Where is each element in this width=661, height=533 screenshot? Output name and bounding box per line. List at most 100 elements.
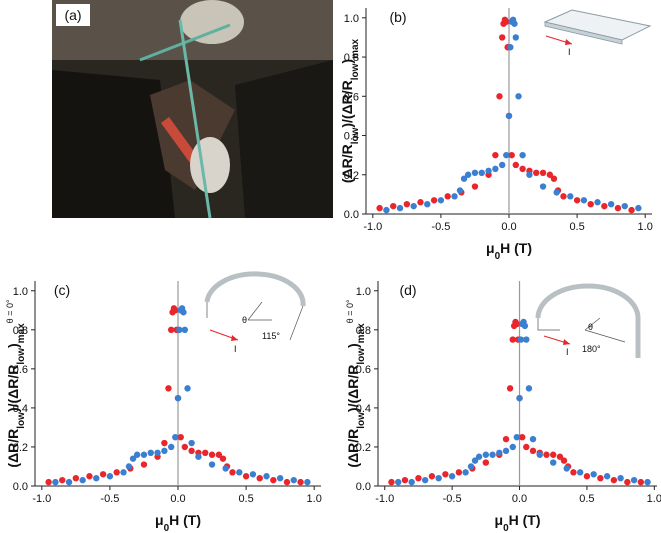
- data-point: [492, 151, 499, 159]
- data-point: [550, 459, 557, 466]
- data-point: [444, 193, 451, 200]
- data-point: [590, 471, 597, 478]
- data-point: [222, 465, 229, 472]
- x-tick-label: 0.5: [569, 221, 584, 233]
- data-point: [492, 165, 499, 173]
- y-tick-label: 0.4: [13, 403, 28, 415]
- data-point: [603, 473, 611, 480]
- data-point: [417, 199, 424, 206]
- data-point: [376, 204, 383, 212]
- label-part: θ = 0°: [345, 299, 355, 323]
- y-axis-label: (ΔR/Rlow)/(ΔR/Rlow)maxθ = 0°: [5, 299, 27, 468]
- data-point: [573, 197, 581, 204]
- data-point: [502, 447, 510, 455]
- label-part: 0: [503, 523, 509, 533]
- arrowhead: [231, 335, 238, 341]
- label-part: max: [16, 323, 27, 343]
- label-part: (ΔR/R: [5, 429, 21, 468]
- x-tick-label: -0.5: [443, 493, 462, 505]
- data-point: [516, 394, 523, 402]
- data-point: [437, 197, 445, 204]
- data-point: [553, 189, 560, 196]
- data-point: [129, 455, 137, 462]
- data-point: [570, 469, 577, 476]
- panel-label: (b): [389, 9, 406, 25]
- panel-label-box: [56, 4, 90, 26]
- data-point: [395, 478, 402, 486]
- data-point: [519, 320, 526, 328]
- y-axis-label: (ΔR/Rlow)/(ΔR/Rlow)maxθ = 0°: [345, 299, 367, 468]
- panel: -1.0 -0.5 0.0 0.5 1.0 0.0 0.2 0.4 0.6 0.8 1.0 μ0H (…: [345, 281, 661, 533]
- shell: [535, 283, 641, 358]
- data-point: [79, 476, 86, 484]
- data-point: [519, 151, 526, 159]
- current-label: I: [234, 344, 237, 354]
- data-point: [256, 474, 263, 482]
- rod: [178, 19, 212, 219]
- data-point: [133, 451, 141, 458]
- data-point: [65, 478, 73, 486]
- data-point: [460, 175, 468, 182]
- data-point: [106, 473, 114, 480]
- data-point: [270, 476, 277, 484]
- data-point: [113, 469, 120, 476]
- data-point: [165, 385, 172, 392]
- data-point: [410, 202, 417, 210]
- data-point: [471, 457, 479, 464]
- data-point: [508, 151, 515, 159]
- inset-b: I: [543, 9, 652, 57]
- x-tick-label: -0.5: [431, 221, 450, 233]
- data-point: [509, 443, 516, 451]
- label-part: μ: [486, 240, 495, 256]
- data-point: [208, 461, 216, 468]
- data-point: [430, 197, 438, 204]
- panel-label: (c): [54, 282, 70, 298]
- data-point: [195, 453, 202, 460]
- data-point: [523, 336, 530, 343]
- data-point: [610, 476, 618, 484]
- label-part: )/(ΔR/R: [345, 365, 361, 412]
- data-point: [556, 453, 564, 460]
- data-point: [512, 161, 520, 169]
- x-tick-label: -0.5: [100, 493, 119, 505]
- data-point: [442, 471, 449, 478]
- data-point: [576, 469, 584, 476]
- data-point: [464, 171, 472, 178]
- data-point: [451, 193, 458, 200]
- label-part: (ΔR/R: [345, 429, 361, 468]
- label-part: ): [345, 343, 361, 348]
- data-point: [502, 435, 510, 443]
- label-part: H (T): [169, 512, 201, 528]
- label-part: low: [356, 412, 367, 429]
- coil: [150, 80, 235, 190]
- data-point: [601, 202, 608, 210]
- arrowhead: [565, 39, 572, 45]
- sample: [190, 137, 230, 193]
- data-point: [607, 200, 615, 208]
- data-point: [52, 478, 59, 486]
- data-point: [154, 449, 161, 457]
- x-tick-label: 0.5: [579, 493, 594, 505]
- data-point: [513, 320, 521, 328]
- panel-label: (a): [64, 7, 81, 23]
- data-point: [533, 169, 540, 176]
- data-point: [519, 165, 526, 173]
- data-point: [526, 171, 533, 178]
- data-point: [276, 474, 284, 482]
- data-point: [496, 93, 503, 100]
- x-tick-label: -1.0: [375, 493, 394, 505]
- data-point: [580, 197, 588, 204]
- data-point: [506, 385, 514, 392]
- x-axis-label: μ0H (T): [155, 512, 201, 533]
- data-point: [505, 112, 513, 120]
- data-point: [630, 476, 638, 484]
- data-point: [415, 474, 422, 482]
- data-point: [482, 451, 490, 458]
- x-tick-label: -1.0: [32, 493, 51, 505]
- data-point: [86, 473, 93, 480]
- data-point: [563, 465, 570, 472]
- data-point: [99, 471, 107, 478]
- data-point: [621, 202, 628, 210]
- y-tick-label: 0.4: [356, 403, 371, 415]
